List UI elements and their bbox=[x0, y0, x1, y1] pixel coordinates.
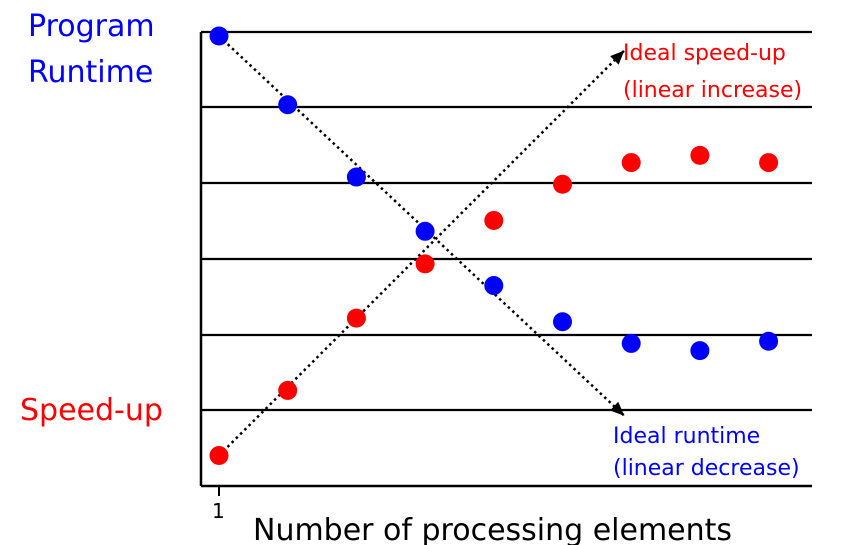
runtime-point-5 bbox=[484, 276, 504, 296]
speedup-point-8 bbox=[690, 145, 710, 165]
speedup-point-1 bbox=[209, 446, 229, 466]
ideal-speedup-label-line1: Ideal speed-up bbox=[623, 41, 786, 66]
ideal-runtime-label-line2: (linear decrease) bbox=[613, 456, 800, 481]
grid-lines bbox=[201, 30, 812, 412]
x-tick-label: 1 bbox=[212, 499, 225, 523]
runtime-point-6 bbox=[553, 312, 572, 332]
runtime-point-9 bbox=[759, 331, 779, 351]
runtime-axis-label-line2: Runtime bbox=[28, 55, 153, 90]
speedup-point-3 bbox=[346, 308, 366, 328]
speedup-point-7 bbox=[621, 153, 641, 173]
speedup-point-4 bbox=[415, 254, 435, 274]
runtime-point-3 bbox=[346, 167, 366, 187]
axes bbox=[199, 32, 812, 496]
speedup-point-2 bbox=[278, 380, 298, 400]
speedup-point-6 bbox=[553, 174, 572, 194]
x-axis-title: Number of processing elements bbox=[253, 513, 732, 545]
runtime-point-7 bbox=[621, 333, 641, 353]
runtime-point-4 bbox=[415, 221, 435, 241]
runtime-point-2 bbox=[278, 95, 298, 115]
runtime-point-8 bbox=[690, 341, 710, 361]
ideal-arrowhead-runtime bbox=[610, 401, 625, 416]
speedup-point-5 bbox=[484, 210, 504, 230]
ideal-speedup-label-line2: (linear increase) bbox=[623, 78, 802, 103]
data-points bbox=[209, 26, 779, 466]
ideal-arrowhead-speedup bbox=[610, 50, 625, 65]
ideal-runtime-label-line1: Ideal runtime bbox=[613, 424, 760, 449]
speedup-axis-label: Speed-up bbox=[20, 393, 163, 428]
runtime-axis-label-line1: Program bbox=[28, 9, 155, 44]
speedup-point-9 bbox=[759, 153, 779, 173]
runtime-point-1 bbox=[209, 26, 229, 46]
